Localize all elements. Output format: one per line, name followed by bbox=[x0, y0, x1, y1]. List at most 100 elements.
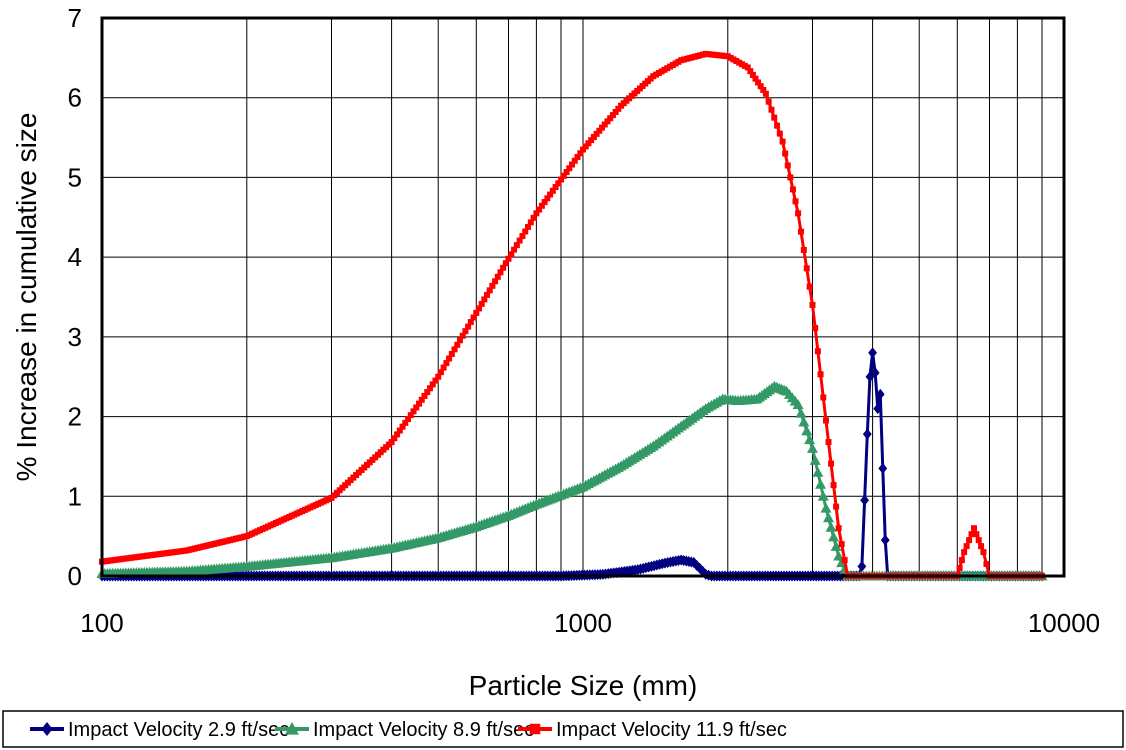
data-point bbox=[757, 83, 764, 90]
data-point bbox=[825, 521, 837, 532]
data-point bbox=[604, 118, 611, 125]
data-point bbox=[407, 412, 414, 419]
data-point bbox=[418, 396, 425, 403]
data-point bbox=[555, 180, 562, 187]
data-point bbox=[760, 86, 767, 93]
data-point bbox=[585, 140, 592, 147]
data-point bbox=[958, 557, 965, 564]
legend-label: Impact Velocity 2.9 ft/sec bbox=[68, 719, 289, 741]
data-point bbox=[817, 371, 824, 378]
data-point bbox=[582, 143, 589, 150]
data-point bbox=[795, 210, 802, 217]
data-point bbox=[774, 122, 781, 129]
legend-label: Impact Velocity 8.9 ft/sec bbox=[313, 719, 534, 741]
data-point bbox=[497, 269, 504, 276]
data-point bbox=[833, 503, 840, 510]
data-point bbox=[533, 210, 540, 217]
data-point bbox=[525, 223, 532, 230]
data-point bbox=[609, 112, 616, 119]
data-point bbox=[405, 416, 412, 423]
data-point bbox=[536, 206, 543, 213]
data-point bbox=[519, 233, 526, 240]
data-point bbox=[470, 314, 477, 321]
data-point bbox=[966, 537, 973, 544]
data-point bbox=[549, 187, 556, 194]
data-point bbox=[580, 146, 586, 153]
data-point bbox=[492, 278, 499, 285]
data-point bbox=[563, 169, 570, 176]
data-point bbox=[451, 346, 458, 353]
data-point bbox=[817, 490, 829, 501]
plot-area-border bbox=[100, 16, 1066, 578]
data-point bbox=[782, 150, 789, 157]
data-point bbox=[792, 198, 799, 205]
data-point bbox=[527, 219, 534, 226]
data-point bbox=[980, 549, 987, 556]
x-tick-label: 1000 bbox=[554, 608, 612, 638]
data-point bbox=[755, 79, 762, 86]
data-point bbox=[814, 348, 821, 355]
data-point bbox=[812, 325, 819, 332]
y-tick-label: 2 bbox=[68, 402, 82, 432]
data-point bbox=[973, 531, 980, 538]
data-point bbox=[541, 199, 548, 206]
data-point bbox=[968, 531, 975, 538]
data-point bbox=[486, 287, 493, 294]
data-point bbox=[522, 228, 529, 235]
data-point bbox=[615, 105, 622, 112]
data-point bbox=[588, 137, 595, 144]
x-axis-tick-labels: 100 1000 10000 bbox=[80, 608, 1100, 638]
data-point bbox=[558, 176, 565, 183]
data-point bbox=[424, 389, 431, 396]
data-point bbox=[593, 130, 600, 137]
y-tick-label: 3 bbox=[68, 322, 82, 352]
series-layer bbox=[96, 50, 1048, 582]
legend-label: Impact Velocity 11.9 ft/sec bbox=[556, 719, 787, 741]
data-point bbox=[599, 124, 606, 131]
data-point bbox=[776, 130, 783, 137]
data-point bbox=[812, 466, 824, 477]
data-point bbox=[552, 184, 559, 191]
legend-item: Impact Velocity 2.9 ft/sec bbox=[30, 719, 289, 741]
data-point bbox=[454, 341, 461, 348]
data-point bbox=[857, 560, 867, 572]
data-point bbox=[978, 543, 985, 550]
data-point bbox=[825, 439, 832, 446]
data-point bbox=[798, 416, 810, 427]
data-point bbox=[473, 309, 480, 316]
y-tick-label: 0 bbox=[68, 561, 82, 591]
data-point bbox=[878, 462, 888, 474]
data-point bbox=[868, 347, 877, 359]
data-point bbox=[806, 442, 818, 453]
y-tick-label: 1 bbox=[68, 481, 82, 511]
legend-box bbox=[2, 710, 1124, 748]
series-2 bbox=[96, 380, 1048, 581]
data-point bbox=[571, 157, 578, 164]
data-point bbox=[612, 108, 619, 115]
legend-item: Impact Velocity 8.9 ft/sec bbox=[275, 719, 534, 741]
data-point bbox=[830, 541, 842, 551]
data-point bbox=[784, 162, 791, 169]
data-point bbox=[388, 439, 395, 446]
y-tick-label: 4 bbox=[68, 242, 82, 272]
series-line bbox=[101, 52, 1042, 578]
data-point bbox=[574, 154, 581, 161]
data-point bbox=[815, 478, 827, 489]
data-point bbox=[489, 282, 496, 289]
x-tick-label: 100 bbox=[80, 608, 123, 638]
data-point bbox=[797, 228, 804, 235]
data-point bbox=[809, 454, 821, 465]
data-point bbox=[828, 460, 835, 467]
data-point bbox=[566, 165, 573, 172]
y-tick-label: 5 bbox=[68, 162, 82, 192]
legend-item: Impact Velocity 11.9 ft/sec bbox=[518, 719, 787, 741]
data-point bbox=[429, 381, 436, 388]
data-point bbox=[607, 115, 614, 122]
data-point bbox=[456, 337, 463, 344]
data-point bbox=[530, 214, 537, 221]
data-point bbox=[838, 541, 845, 548]
data-point bbox=[432, 377, 439, 384]
data-point bbox=[396, 427, 403, 434]
data-point bbox=[421, 392, 428, 399]
y-axis-title: % Increase in cumulative size bbox=[11, 113, 42, 482]
